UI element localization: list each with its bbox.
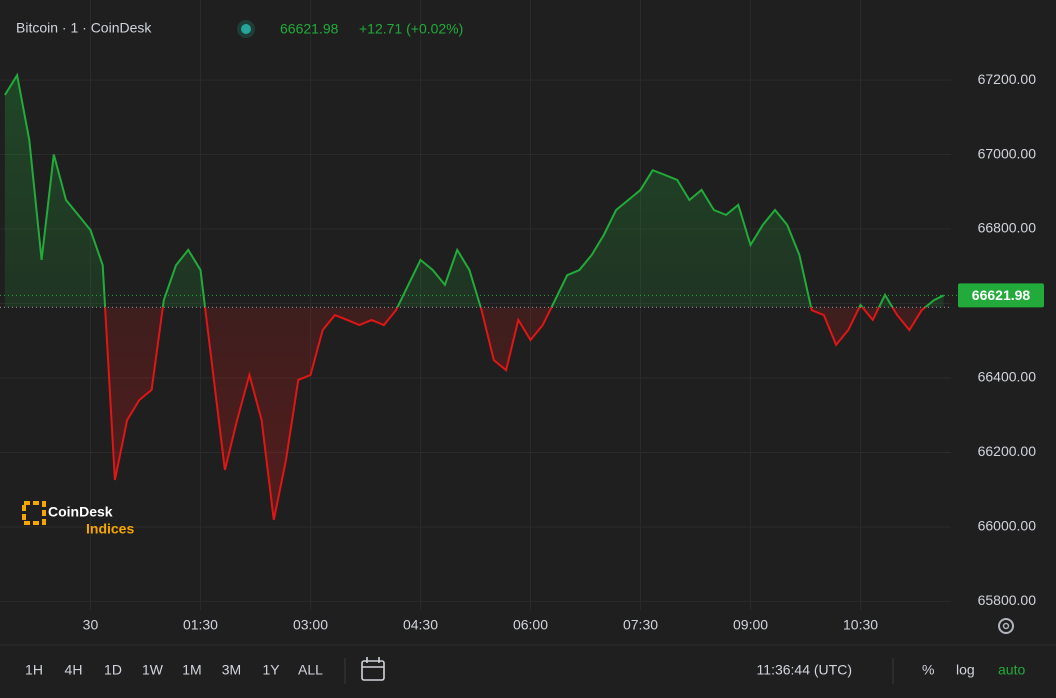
header-price: 66621.98 [280, 21, 339, 37]
x-tick-label: 04:30 [403, 617, 438, 633]
range-button[interactable]: 1W [142, 662, 164, 678]
x-tick-label: 09:00 [733, 617, 768, 633]
range-button[interactable]: 1D [104, 662, 122, 678]
range-button[interactable]: 1H [25, 662, 43, 678]
x-tick-label: 10:30 [843, 617, 878, 633]
y-tick-label: 67200.00 [978, 71, 1037, 87]
range-button[interactable]: 3M [222, 662, 241, 678]
last-price-tag [958, 283, 1044, 308]
watermark-sub: Indices [86, 521, 134, 537]
watermark-logo: CoinDesk Indices [22, 501, 134, 537]
range-button[interactable]: ALL [298, 662, 323, 678]
line-down [104, 307, 927, 521]
date-range-icon[interactable] [361, 657, 385, 681]
x-tick-label: 07:30 [623, 617, 658, 633]
settings-icon[interactable] [998, 618, 1014, 634]
x-tick-label: 30 [83, 617, 99, 633]
y-tick-label: 66000.00 [978, 518, 1037, 534]
y-tick-label: 66800.00 [978, 220, 1037, 236]
y-tick-label: 65800.00 [978, 592, 1037, 608]
x-tick-label: 03:00 [293, 617, 328, 633]
header-change: +12.71 (+0.02%) [359, 21, 463, 37]
settings-icon-core [1002, 622, 1010, 630]
area-up [4, 75, 944, 308]
chart-title: Bitcoin · 1 · CoinDesk [16, 20, 152, 36]
area-down [105, 307, 926, 520]
log-toggle[interactable]: log [956, 662, 975, 678]
y-tick-label: 66400.00 [978, 369, 1037, 385]
range-button[interactable]: 1Y [262, 662, 280, 678]
range-button[interactable]: 1M [182, 662, 201, 678]
x-tick-label: 01:30 [183, 617, 218, 633]
y-tick-label: 66200.00 [978, 443, 1037, 459]
last-price-label: 66621.98 [972, 287, 1031, 303]
y-tick-label: 67000.00 [978, 145, 1037, 161]
status-dot [241, 24, 251, 34]
clock: 11:36:44 (UTC) [757, 662, 852, 678]
x-tick-label: 06:00 [513, 617, 548, 633]
watermark-brand: CoinDesk [48, 504, 113, 520]
line-up [4, 72, 945, 308]
auto-toggle[interactable]: auto [998, 662, 1025, 678]
range-button[interactable]: 4H [65, 662, 83, 678]
percent-toggle[interactable]: % [922, 662, 934, 678]
